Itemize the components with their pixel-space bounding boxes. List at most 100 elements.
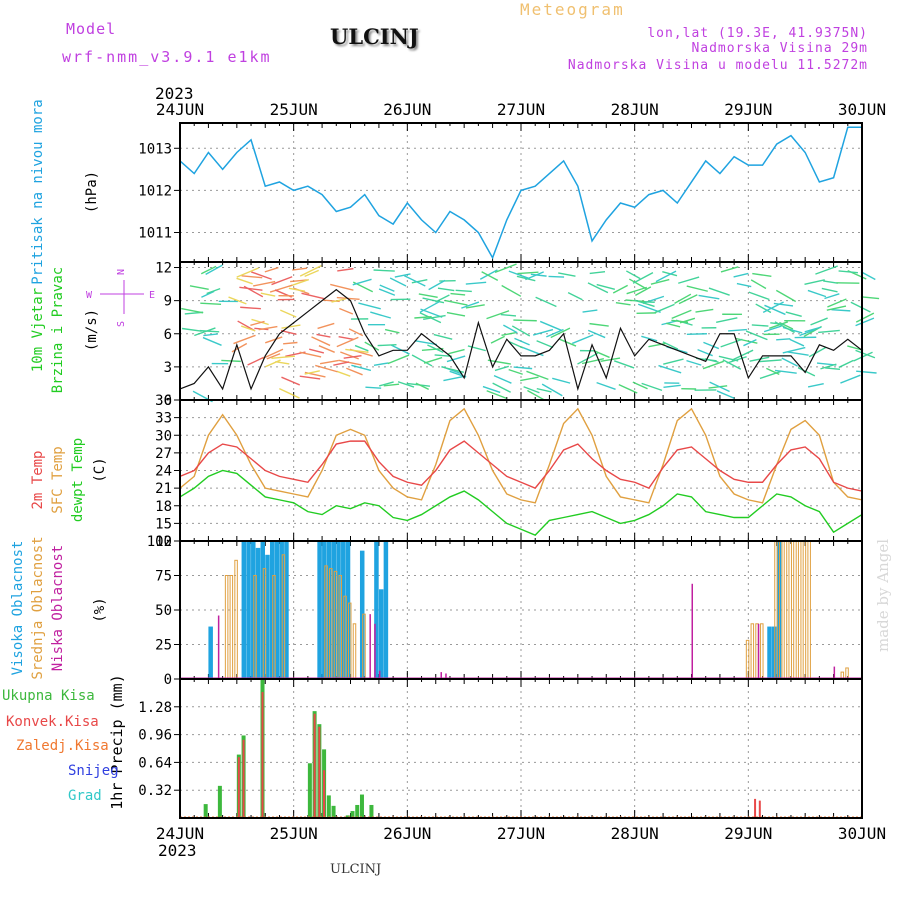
total-rain-bar bbox=[345, 815, 350, 818]
wind-arrow-field bbox=[181, 263, 880, 403]
wind-unit: (m/s) bbox=[84, 309, 100, 351]
y-tick-label: 0.64 bbox=[138, 755, 172, 771]
wind-arrow bbox=[501, 284, 522, 297]
wind-arrow bbox=[414, 316, 432, 319]
wind-arrow bbox=[785, 311, 802, 317]
wind-arrow bbox=[304, 370, 320, 375]
wind-arrow bbox=[582, 309, 598, 313]
wind-arrow bbox=[831, 308, 851, 312]
low-cloud-bar bbox=[833, 666, 836, 679]
total-rain-bar bbox=[369, 804, 374, 818]
wind-arrow bbox=[181, 307, 204, 314]
dewpt-temp-line bbox=[179, 469, 863, 536]
total-rain-bar bbox=[326, 795, 331, 818]
precip-legend-item: Grad bbox=[68, 788, 102, 804]
wind-arrow bbox=[782, 346, 806, 354]
wind-arrow bbox=[275, 361, 290, 365]
wind-arrow bbox=[446, 311, 466, 317]
wind-arrow bbox=[709, 381, 730, 393]
wind-arrow bbox=[403, 274, 426, 287]
wind-arrow bbox=[414, 340, 438, 346]
wind-arrow bbox=[509, 341, 524, 349]
wind-arrow bbox=[716, 317, 738, 324]
wind-arrow bbox=[236, 277, 253, 285]
mid-cloud-bar bbox=[234, 559, 238, 680]
wind-arrow bbox=[838, 359, 854, 369]
wind-arrow bbox=[265, 359, 281, 368]
wind-arrow bbox=[860, 296, 880, 300]
y-tick-label: 0 bbox=[164, 393, 172, 409]
wind-arrow bbox=[743, 338, 757, 347]
wind-arrow bbox=[818, 329, 840, 334]
wind-arrow bbox=[487, 359, 511, 365]
compass-east: E bbox=[149, 290, 155, 301]
wind-arrow bbox=[678, 276, 700, 284]
wind-arrow bbox=[855, 349, 876, 359]
convective-rain-bar bbox=[323, 770, 326, 818]
wind-arrow bbox=[250, 320, 265, 326]
wind-arrow bbox=[231, 342, 248, 353]
wind-arrow bbox=[550, 327, 571, 339]
wind-arrow bbox=[290, 279, 308, 283]
wind-arrow bbox=[379, 284, 395, 292]
wind-arrow bbox=[394, 273, 411, 278]
wind-arrow bbox=[637, 303, 661, 313]
pressure-unit: (hPa) bbox=[84, 171, 100, 213]
total-rain-bar bbox=[355, 804, 360, 818]
wind-arrow bbox=[686, 285, 708, 292]
y-tick-label: 0.32 bbox=[138, 783, 172, 799]
wind-arrow bbox=[279, 388, 300, 399]
wind-arrow bbox=[860, 271, 876, 281]
wind-arrow bbox=[373, 362, 389, 367]
precip-legend-item: Zaledj.Kisa bbox=[16, 738, 109, 754]
wind-arrow bbox=[364, 341, 380, 351]
model-label: Model bbox=[66, 20, 117, 38]
total-rain-bar bbox=[203, 804, 208, 818]
pressure-line bbox=[179, 126, 862, 260]
wind-arrow bbox=[228, 296, 247, 305]
wind-arrow bbox=[789, 338, 805, 347]
wind-arrow bbox=[532, 328, 554, 336]
wind-arrow bbox=[593, 349, 610, 359]
wind-arrow bbox=[260, 292, 276, 297]
wind-arrow bbox=[411, 354, 433, 367]
wind-arrow bbox=[339, 307, 354, 315]
y-tick-label: 25 bbox=[155, 638, 172, 654]
wind-arrow bbox=[703, 341, 720, 350]
wind-arrow bbox=[527, 389, 544, 401]
convective-rain-bar bbox=[758, 800, 761, 818]
wind-arrow bbox=[378, 288, 396, 296]
wind-arrow bbox=[513, 366, 533, 370]
wind-arrow bbox=[628, 278, 647, 290]
convective-rain-bar bbox=[261, 692, 264, 818]
wind-arrow bbox=[455, 289, 472, 293]
wind-arrow bbox=[530, 273, 547, 277]
wind-arrow bbox=[539, 320, 562, 331]
wind-arrow bbox=[241, 325, 256, 332]
precip-legend-item: Konvek.Kisa bbox=[6, 714, 99, 730]
x-date-label-top: 24JUN bbox=[156, 100, 204, 119]
temp-2m-title: 2m Temp bbox=[30, 450, 46, 509]
wind-arrow bbox=[205, 264, 223, 275]
wind-arrow bbox=[461, 301, 480, 309]
sfc-temp-title: SFC Temp bbox=[50, 446, 66, 513]
wind-arrow bbox=[766, 367, 780, 375]
wind-arrow bbox=[390, 344, 410, 355]
wind-arrow bbox=[373, 269, 395, 272]
wind-arrow bbox=[552, 377, 571, 384]
high-cloud-bar bbox=[246, 541, 251, 679]
wind-arrow bbox=[663, 384, 681, 389]
wind-arrow bbox=[716, 390, 735, 399]
wind-arrow bbox=[181, 327, 202, 332]
wind-arrow bbox=[781, 357, 798, 367]
wind-arrow bbox=[433, 333, 453, 340]
wind-arrow bbox=[613, 360, 635, 369]
wind-arrow bbox=[482, 385, 501, 394]
y-tick-label: 3 bbox=[164, 360, 172, 376]
wind-arrow bbox=[201, 290, 215, 298]
wind-arrow bbox=[526, 370, 549, 381]
footer-station: ULCINJ bbox=[330, 862, 382, 877]
high-cloud-bar bbox=[274, 541, 280, 679]
wind-arrow bbox=[236, 267, 259, 278]
